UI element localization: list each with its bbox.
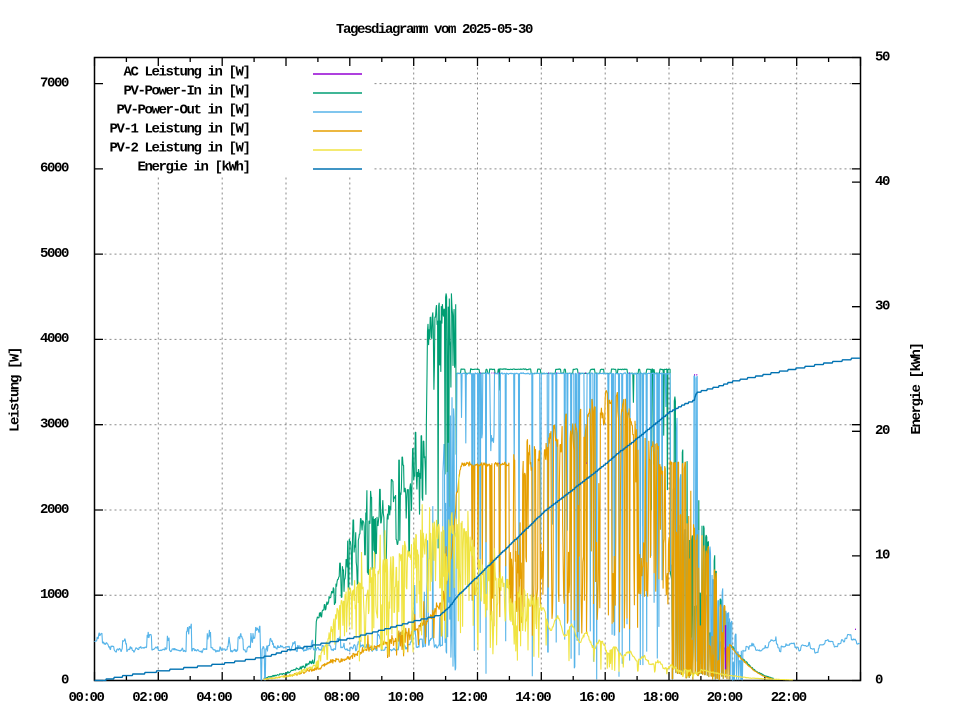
- svg-text:20: 20: [875, 423, 890, 439]
- svg-text:PV-Power-Out in [W]: PV-Power-Out in [W]: [116, 103, 249, 119]
- svg-text:06:00: 06:00: [260, 690, 296, 706]
- svg-text:6000: 6000: [40, 161, 69, 177]
- svg-text:AC Leistung in [W]: AC Leistung in [W]: [123, 65, 249, 81]
- svg-text:PV-1 Leistung in [W]: PV-1 Leistung in [W]: [109, 122, 249, 138]
- svg-text:0: 0: [875, 672, 883, 688]
- svg-text:22:00: 22:00: [771, 690, 807, 706]
- svg-text:5000: 5000: [40, 246, 69, 262]
- svg-text:0: 0: [61, 672, 69, 688]
- svg-text:12:00: 12:00: [451, 690, 487, 706]
- svg-text:16:00: 16:00: [579, 690, 615, 706]
- svg-text:4000: 4000: [40, 331, 69, 347]
- svg-text:2000: 2000: [40, 502, 69, 518]
- svg-text:10: 10: [875, 548, 890, 564]
- svg-text:PV-2 Leistung in [W]: PV-2 Leistung in [W]: [109, 141, 249, 157]
- svg-text:04:00: 04:00: [196, 690, 232, 706]
- svg-text:3000: 3000: [40, 417, 69, 433]
- svg-text:02:00: 02:00: [132, 690, 168, 706]
- svg-text:50: 50: [875, 49, 890, 65]
- svg-text:10:00: 10:00: [388, 690, 424, 706]
- svg-text:30: 30: [875, 299, 890, 315]
- svg-text:PV-Power-In in [W]: PV-Power-In in [W]: [123, 84, 249, 100]
- svg-text:14:00: 14:00: [515, 690, 551, 706]
- svg-text:40: 40: [875, 174, 890, 190]
- svg-text:Energie in [kWh]: Energie in [kWh]: [137, 160, 249, 176]
- svg-text:Leistung [W]: Leistung [W]: [8, 348, 24, 432]
- svg-text:18:00: 18:00: [643, 690, 679, 706]
- svg-text:7000: 7000: [40, 75, 69, 91]
- svg-text:08:00: 08:00: [324, 690, 360, 706]
- svg-text:Tagesdiagramm vom 2025-05-30: Tagesdiagramm vom 2025-05-30: [336, 22, 533, 38]
- svg-text:00:00: 00:00: [68, 690, 104, 706]
- svg-text:1000: 1000: [40, 587, 69, 603]
- svg-text:Energie [kWh]: Energie [kWh]: [909, 343, 925, 434]
- svg-text:20:00: 20:00: [707, 690, 743, 706]
